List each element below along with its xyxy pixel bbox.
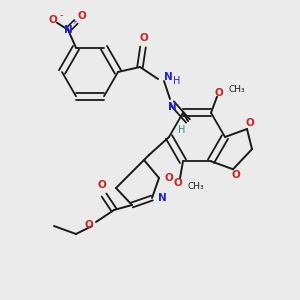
Text: N: N bbox=[168, 102, 176, 112]
Text: O: O bbox=[232, 170, 240, 180]
Text: CH₃: CH₃ bbox=[229, 85, 245, 94]
Text: N: N bbox=[158, 193, 166, 203]
Text: O: O bbox=[246, 118, 254, 128]
Text: O: O bbox=[49, 15, 57, 25]
Text: +: + bbox=[71, 19, 77, 25]
Text: H: H bbox=[173, 76, 181, 86]
Text: O: O bbox=[140, 33, 148, 43]
Text: O: O bbox=[165, 173, 173, 183]
Text: O: O bbox=[174, 178, 182, 188]
Text: O: O bbox=[98, 180, 106, 190]
Text: O: O bbox=[85, 220, 93, 230]
Text: H: H bbox=[178, 125, 186, 135]
Text: CH₃: CH₃ bbox=[188, 182, 204, 191]
Text: O: O bbox=[214, 88, 224, 98]
Text: -: - bbox=[59, 10, 63, 20]
Text: N: N bbox=[64, 25, 72, 35]
Text: N: N bbox=[164, 72, 172, 82]
Text: O: O bbox=[78, 11, 86, 21]
